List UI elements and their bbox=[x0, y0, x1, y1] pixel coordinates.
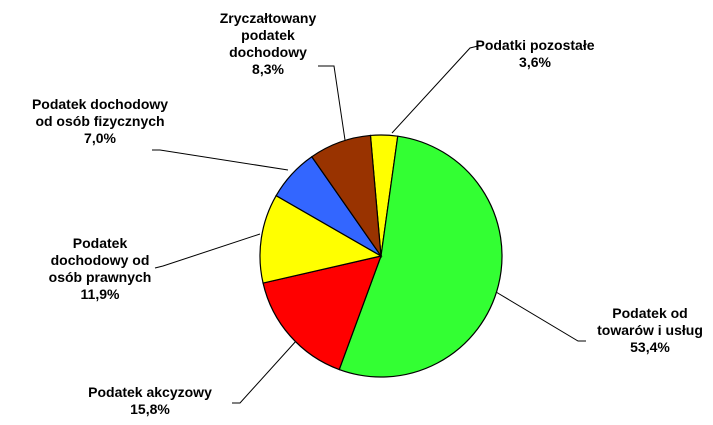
value-label: 11,9% bbox=[80, 286, 120, 302]
leader-line bbox=[318, 65, 346, 141]
leader-line bbox=[232, 329, 307, 404]
pie-slice bbox=[310, 134, 382, 259]
value-label: 3,6% bbox=[519, 54, 551, 70]
category-name: Podatek akcyzowy bbox=[88, 384, 212, 400]
category-name: Podatek dochodowy od osób prawnych bbox=[48, 235, 152, 285]
pie-slice bbox=[262, 255, 382, 371]
slice-label: Podatek od towarów i usług 53,4% bbox=[585, 305, 713, 356]
value-label: 15,8% bbox=[130, 401, 170, 417]
leader-line bbox=[391, 45, 479, 134]
slice-label: Podatek akcyzowy 15,8% bbox=[65, 384, 235, 418]
slice-label: Zryczałtowany podatek dochodowy 8,3% bbox=[203, 10, 333, 78]
slice-label: Podatek dochodowy od osób fizycznych 7,0% bbox=[30, 96, 170, 147]
pie-slice bbox=[338, 135, 503, 378]
slice-label: Podatek dochodowy od osób prawnych 11,9% bbox=[35, 235, 165, 303]
value-label: 8,3% bbox=[252, 61, 284, 77]
category-name: Podatki pozostałe bbox=[475, 37, 595, 53]
value-label: 53,4% bbox=[630, 339, 670, 355]
category-name: Zryczałtowany podatek dochodowy bbox=[219, 10, 317, 60]
leader-line bbox=[152, 149, 289, 171]
value-label: 7,0% bbox=[84, 130, 116, 146]
leader-line bbox=[154, 233, 261, 269]
slice-label: Podatki pozostałe 3,6% bbox=[460, 37, 610, 71]
category-name: Podatek od towarów i usług bbox=[597, 305, 703, 338]
category-name: Podatek dochodowy od osób fizycznych bbox=[31, 96, 169, 129]
pie-slice bbox=[259, 194, 383, 284]
leader-line bbox=[495, 291, 586, 342]
